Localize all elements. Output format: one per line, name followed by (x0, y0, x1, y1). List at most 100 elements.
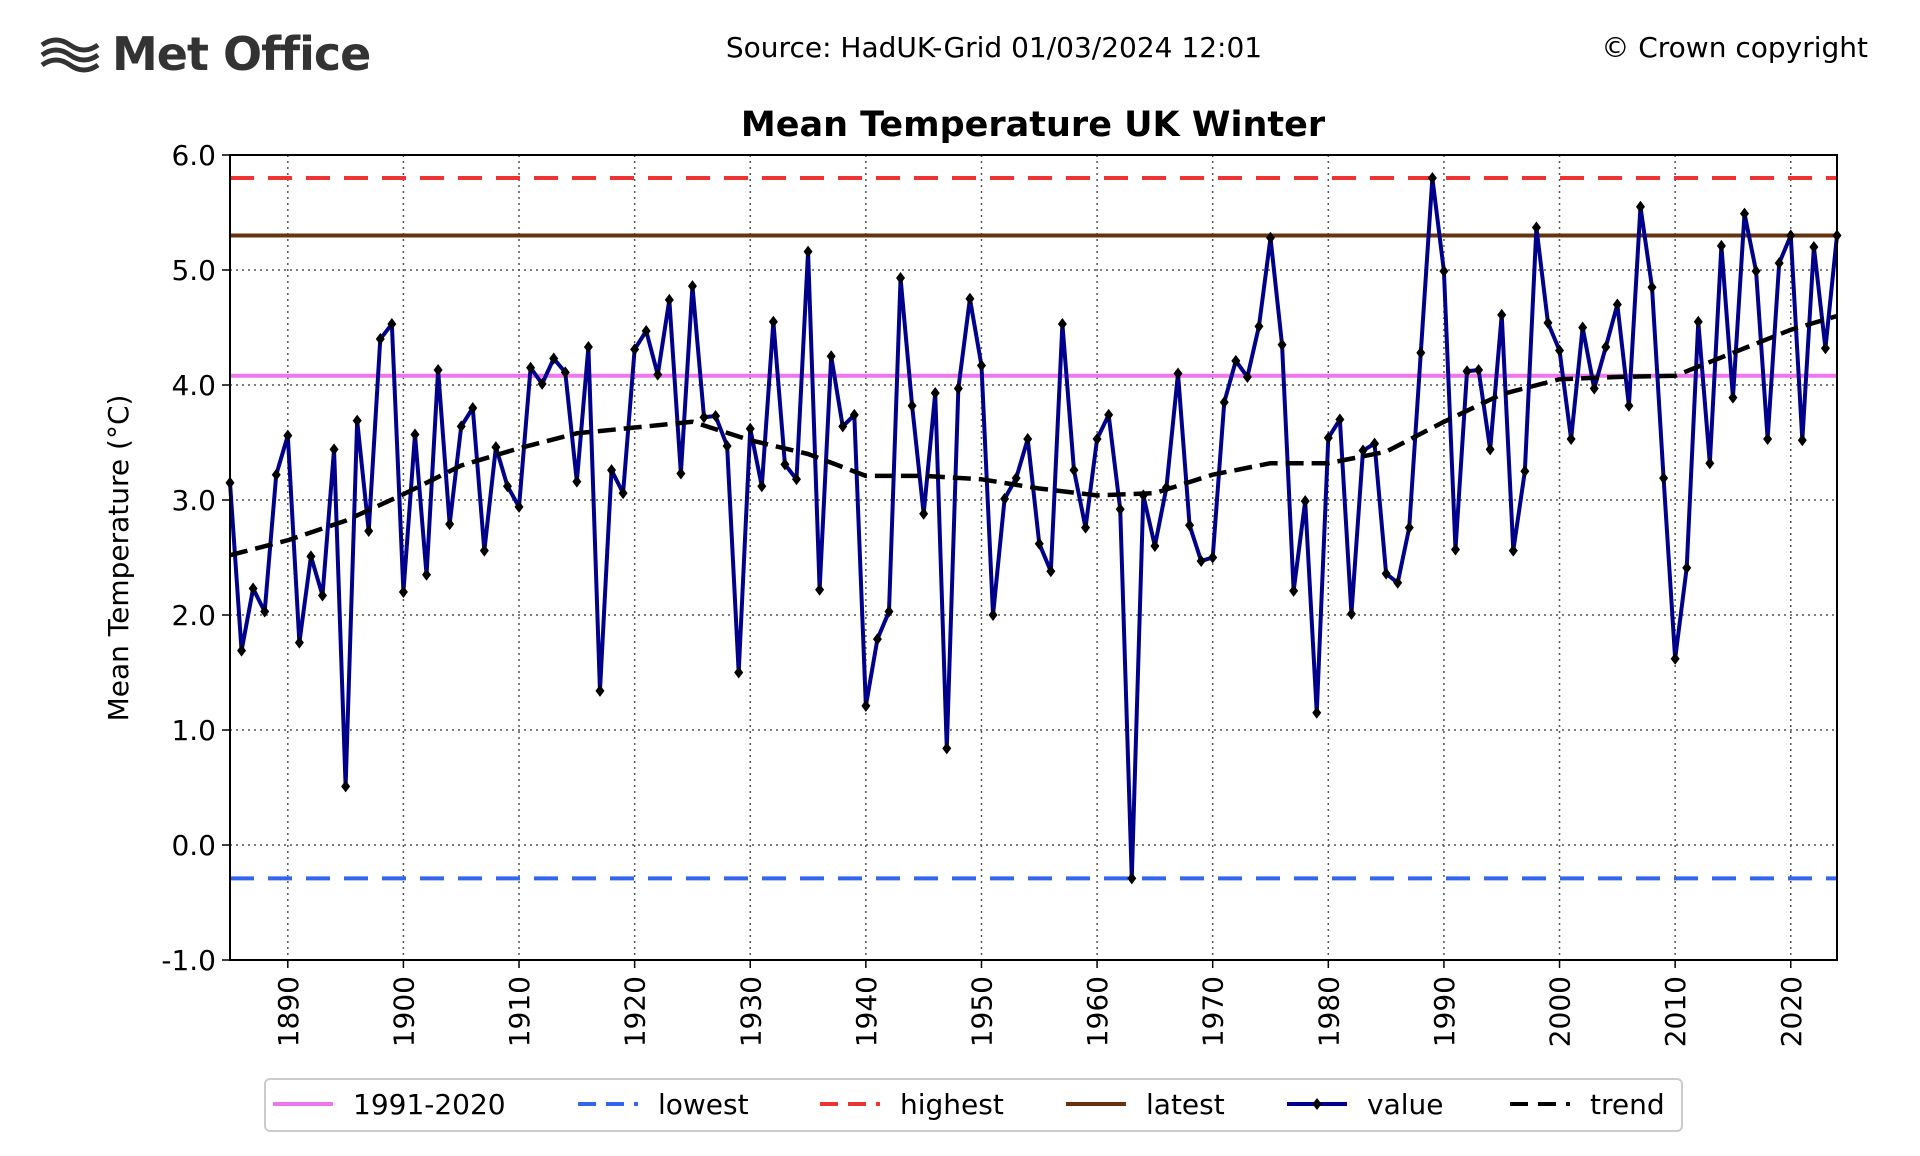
point-marker (479, 544, 489, 557)
trend-line (229, 313, 1838, 558)
y-tick-label: -1.0 (161, 944, 216, 977)
legend-label: lowest (658, 1088, 749, 1121)
legend-label: highest (900, 1088, 1004, 1121)
point-marker (283, 429, 293, 442)
point-marker (1578, 321, 1588, 334)
point-marker (329, 443, 339, 456)
point-marker (1497, 308, 1507, 321)
point-marker (1520, 465, 1530, 478)
point-marker (595, 684, 605, 697)
point-marker (445, 518, 455, 531)
point-marker (1624, 399, 1634, 412)
x-tick-label: 1910 (503, 976, 536, 1047)
point-marker (317, 589, 327, 602)
point-marker (815, 583, 825, 596)
point-marker (849, 408, 859, 421)
point-marker (988, 609, 998, 621)
point-marker (1173, 367, 1183, 380)
point-marker (468, 402, 478, 414)
point-marker (502, 480, 512, 493)
point-marker (387, 318, 397, 331)
point-marker (1312, 706, 1322, 719)
point-marker (953, 382, 963, 395)
point-marker (1381, 567, 1391, 580)
point-marker (1011, 472, 1021, 485)
point-marker (722, 439, 732, 452)
point-marker (919, 507, 929, 520)
point-marker (676, 467, 686, 480)
point-marker (1266, 231, 1276, 244)
point-marker (872, 633, 882, 646)
point-marker (1531, 221, 1541, 234)
point-marker (896, 272, 906, 285)
point-marker (1543, 316, 1553, 329)
x-tick-label: 1920 (619, 976, 652, 1047)
point-marker (607, 464, 617, 477)
point-marker (768, 315, 778, 328)
y-tick-label: 6.0 (171, 139, 216, 172)
point-marker (1069, 464, 1079, 477)
point-marker (260, 605, 270, 618)
point-marker (1127, 872, 1137, 885)
x-tick-label: 1970 (1197, 976, 1230, 1047)
point-marker (1404, 521, 1414, 534)
x-tick-label: 1890 (272, 976, 305, 1047)
point-marker (641, 324, 651, 337)
point-marker (1820, 342, 1830, 355)
y-tick-label: 2.0 (171, 599, 216, 632)
point-marker (1439, 265, 1449, 278)
point-marker (1693, 315, 1703, 328)
point-marker (456, 420, 466, 433)
point-marker (930, 387, 940, 400)
y-tick-label: 0.0 (171, 829, 216, 862)
point-marker (734, 666, 744, 679)
point-marker (1196, 554, 1206, 567)
point-marker (711, 410, 721, 423)
point-marker (1716, 239, 1726, 252)
point-marker (976, 359, 986, 372)
x-tick-label: 2020 (1775, 976, 1808, 1047)
point-marker (861, 699, 871, 712)
legend-marker (1312, 1098, 1322, 1110)
point-marker (1231, 354, 1241, 367)
point-marker (791, 473, 801, 486)
point-marker (664, 293, 674, 306)
x-tick-label: 1980 (1312, 976, 1345, 1047)
point-marker (294, 636, 304, 649)
point-marker (1728, 391, 1738, 404)
point-marker (1300, 495, 1310, 508)
point-marker (838, 420, 848, 433)
point-marker (352, 414, 362, 427)
point-marker (1809, 241, 1819, 253)
point-marker (1485, 443, 1495, 456)
point-marker (1081, 521, 1091, 534)
point-marker (537, 377, 547, 390)
point-marker (560, 366, 570, 379)
point-marker (1034, 537, 1044, 550)
point-marker (341, 780, 351, 793)
point-marker (410, 428, 420, 441)
point-marker (942, 742, 952, 755)
point-marker (1000, 492, 1010, 505)
point-marker (1763, 433, 1773, 446)
point-marker (653, 368, 663, 381)
point-marker (1346, 607, 1356, 620)
point-marker (1046, 565, 1056, 578)
point-marker (1057, 318, 1067, 331)
point-marker (1358, 444, 1368, 457)
point-marker (1555, 344, 1565, 357)
point-marker (248, 582, 258, 595)
point-marker (422, 568, 432, 581)
value-line (228, 176, 1839, 881)
x-tick-label: 2010 (1659, 976, 1692, 1047)
point-marker (1786, 229, 1796, 242)
point-marker (1670, 652, 1680, 665)
source: Source: HadUK-Grid 01/03/2024 12:01 (726, 31, 1262, 64)
point-marker (1740, 207, 1750, 220)
point-marker (1323, 431, 1333, 444)
point-marker (1647, 281, 1657, 294)
point-marker (549, 352, 559, 365)
y-tick-label: 3.0 (171, 484, 216, 517)
point-marker (1612, 298, 1622, 311)
y-tick-label: 5.0 (171, 254, 216, 287)
